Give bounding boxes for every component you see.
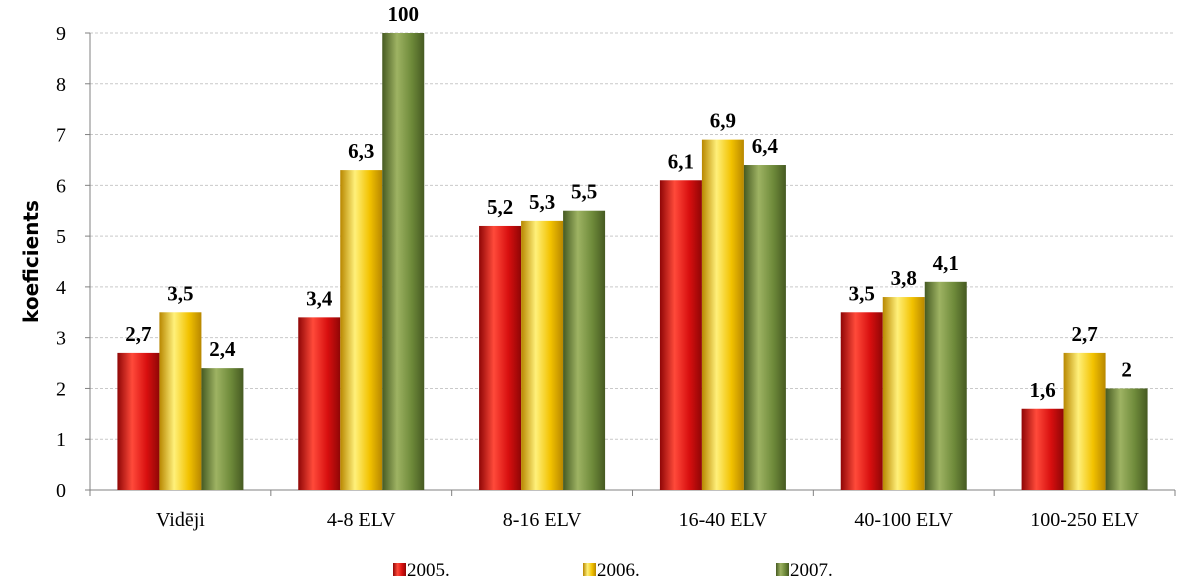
legend-swatch [583, 563, 596, 576]
y-tick-label: 5 [56, 226, 66, 248]
bar-2007 [743, 165, 786, 490]
x-tick-label: 8-16 ELV [503, 509, 582, 531]
legend-label: 2005. [407, 560, 450, 580]
bar-2005 [117, 352, 160, 490]
legend-label: 2006. [597, 560, 640, 580]
y-tick-label: 4 [56, 277, 66, 299]
data-label: 6,3 [348, 139, 374, 163]
data-label: 3,4 [306, 286, 333, 310]
bar-2005 [298, 317, 341, 490]
data-label: 1,6 [1029, 378, 1055, 402]
legend: 2005. 2006. 2007. [393, 560, 833, 580]
data-label: 5,2 [487, 195, 513, 219]
data-label: 5,5 [571, 180, 597, 204]
bar-2006 [340, 170, 383, 490]
x-tick-label: 4-8 ELV [327, 509, 396, 531]
bar-2007 [924, 281, 967, 490]
legend-swatch [393, 563, 406, 576]
data-label: 3,8 [891, 266, 917, 290]
data-label: 2,4 [209, 337, 236, 361]
bar-2007 [1105, 388, 1148, 490]
x-tick-label: 40-100 ELV [854, 509, 953, 531]
bar-2006 [701, 139, 744, 490]
bar-2007 [563, 210, 606, 490]
y-tick-label: 3 [56, 328, 66, 350]
bars [117, 33, 1148, 490]
y-tick-label: 8 [56, 74, 66, 96]
legend-label: 2007. [790, 560, 833, 580]
data-label: 2,7 [1071, 322, 1097, 346]
bar-2005 [479, 225, 522, 490]
y-tick-label: 2 [56, 378, 66, 400]
y-tick-label: 1 [56, 429, 66, 451]
y-axis-label: koeficients [19, 200, 43, 323]
x-tick-label: 16-40 ELV [679, 509, 768, 531]
y-tick-label: 9 [56, 23, 66, 45]
x-tick-label: 100-250 ELV [1030, 509, 1139, 531]
bar-2005 [840, 312, 883, 490]
data-label: 4,1 [933, 251, 959, 275]
bar-2006 [159, 312, 202, 490]
data-labels: 2,7 3,5 2,4 3,4 6,3 100 5,2 5,3 5,5 6,1 6,9 6,4 3,5 3… [125, 2, 1132, 402]
data-label: 5,3 [529, 190, 555, 214]
y-tick-label: 6 [56, 175, 66, 197]
data-label: 100 [388, 2, 420, 26]
data-label: 6,9 [710, 109, 736, 133]
bar-2007 [201, 368, 244, 490]
legend-swatch [776, 563, 789, 576]
y-tick-label: 7 [56, 125, 66, 147]
data-label: 6,4 [752, 134, 779, 158]
bar-2006 [521, 220, 564, 490]
data-label: 2 [1121, 357, 1132, 381]
bar-2005 [1021, 408, 1064, 490]
bar-2007 [382, 33, 425, 490]
data-label: 3,5 [167, 281, 193, 305]
bar-2006 [1063, 352, 1106, 490]
y-tick-label: 0 [56, 480, 66, 502]
x-tick-label: Vidēji [156, 509, 205, 531]
data-label: 3,5 [849, 281, 875, 305]
data-label: 6,1 [668, 149, 694, 173]
bar-2005 [659, 180, 702, 490]
axes: 0 1 2 3 4 5 6 7 8 9 Vidēji 4-8 ELV 8-16 ELV 16-40 ELV… [56, 23, 1176, 531]
bar-2006 [882, 297, 925, 490]
data-label: 2,7 [125, 322, 151, 346]
gridlines [90, 32, 1175, 440]
